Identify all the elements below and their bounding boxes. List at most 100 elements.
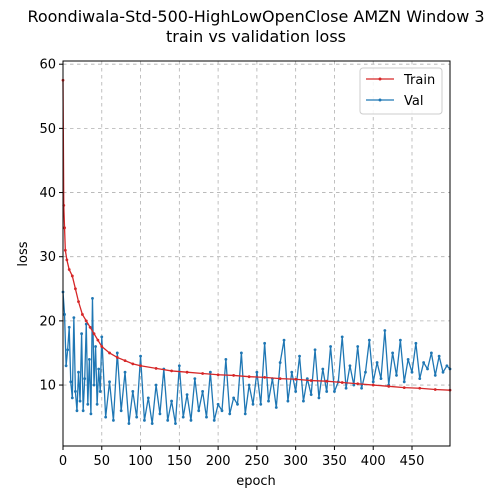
series-train-point — [77, 300, 80, 304]
series-train-point — [402, 386, 406, 390]
series-val-point — [263, 341, 267, 345]
series-val-point — [367, 338, 371, 342]
series-train-point — [80, 313, 84, 316]
series-val-point — [158, 412, 162, 416]
series-val-point — [298, 354, 301, 358]
series-val-point — [69, 380, 73, 384]
series-train — [61, 78, 452, 392]
series-train-point — [340, 381, 344, 384]
series-val-point — [282, 338, 286, 342]
y-axis-label: loss — [16, 241, 31, 266]
series-train-point — [263, 375, 267, 379]
series-val-point — [348, 364, 352, 368]
series-train-point — [356, 382, 360, 386]
series-val-point — [193, 377, 197, 381]
series-val-point — [232, 396, 236, 400]
series-val-point — [437, 354, 441, 358]
series-val-point — [418, 377, 422, 381]
series-train-point — [201, 372, 205, 375]
series-val-point — [228, 412, 232, 416]
series-train-point — [139, 364, 142, 368]
x-tick-label: 350 — [322, 454, 347, 469]
series-val-point — [360, 386, 363, 390]
series-val-point — [220, 409, 224, 413]
series-val-point — [185, 393, 189, 397]
series-train-point — [65, 258, 69, 262]
legend: Train Val — [359, 67, 443, 115]
series-val-point — [174, 422, 177, 425]
series-val-point — [259, 402, 263, 406]
series-val-point — [135, 415, 139, 419]
series-train-point — [84, 319, 88, 323]
series-val-point — [267, 399, 270, 403]
series-train-point — [325, 379, 329, 383]
series-val-point — [98, 390, 102, 393]
legend-val-marker — [378, 98, 382, 102]
series-val-point — [212, 418, 216, 422]
series-val-point — [181, 415, 185, 419]
series-train-point — [216, 373, 220, 377]
chart-subtitle: train vs validation loss — [166, 27, 346, 46]
y-tick-label: 60 — [39, 58, 56, 73]
series-val-point — [197, 409, 201, 413]
series-train-point — [387, 384, 391, 388]
series-val-point — [74, 390, 77, 393]
series-val-point — [84, 322, 88, 326]
series-val-point — [333, 390, 336, 393]
series-val-point — [67, 325, 71, 329]
series-val-point — [371, 380, 375, 384]
series-val-point — [189, 418, 193, 422]
series-val-point — [81, 409, 85, 413]
series-val-point — [352, 383, 356, 387]
series-val-point — [78, 399, 82, 403]
series-train-point — [247, 375, 251, 379]
series-val-point — [104, 415, 108, 419]
x-tick-label: 300 — [283, 454, 308, 469]
x-tick-label: 450 — [400, 454, 425, 469]
series-val-point — [391, 351, 395, 355]
series-val-point — [239, 351, 243, 355]
series-val-point — [75, 409, 79, 413]
series-val-point — [422, 361, 426, 364]
series-val-point — [410, 370, 414, 374]
series-train-point — [96, 338, 100, 342]
series-val-point — [364, 370, 367, 374]
series-val-point — [429, 351, 433, 355]
legend-train-label: Train — [403, 73, 435, 88]
series-val-point — [395, 374, 398, 377]
y-tick-label: 10 — [39, 379, 56, 394]
series-val-point — [317, 396, 321, 400]
series-train-point — [154, 366, 158, 370]
series-train-point — [232, 374, 236, 377]
y-tick-label: 20 — [39, 314, 56, 329]
series-val-point — [95, 402, 99, 406]
series-val-point — [398, 338, 402, 342]
series-train-point — [63, 248, 67, 252]
series-val-point — [80, 332, 84, 336]
series-val-point — [329, 345, 332, 348]
series-val-point — [177, 364, 181, 368]
series-val-point — [97, 367, 101, 371]
series-val-point — [72, 316, 76, 320]
series-val-point — [86, 402, 90, 406]
x-tick-label: 50 — [94, 454, 111, 469]
series-val-point — [201, 390, 205, 393]
series-val-point — [340, 335, 344, 339]
series-val-point — [139, 354, 142, 358]
y-tick-label: 50 — [39, 122, 56, 137]
series-val-point — [325, 390, 329, 393]
chart-title: Roondiwala-Std-500-HighLowOpenClose AMZN… — [27, 7, 484, 26]
series-val-point — [89, 412, 93, 416]
axis-ticks: 0 50 100 150 200 250 300 350 400 450 10 20 30 40 50 60 — [39, 58, 424, 469]
series-val-point — [344, 386, 348, 390]
series-val-point — [170, 399, 173, 403]
series-val-point — [445, 364, 449, 368]
series-val-point — [302, 399, 305, 403]
series-val-point — [91, 297, 94, 300]
x-tick-label: 100 — [128, 454, 153, 469]
series-train-point — [108, 351, 111, 355]
series-val-point — [166, 418, 170, 422]
series-train-point — [418, 386, 422, 390]
series-val-point — [286, 399, 290, 403]
